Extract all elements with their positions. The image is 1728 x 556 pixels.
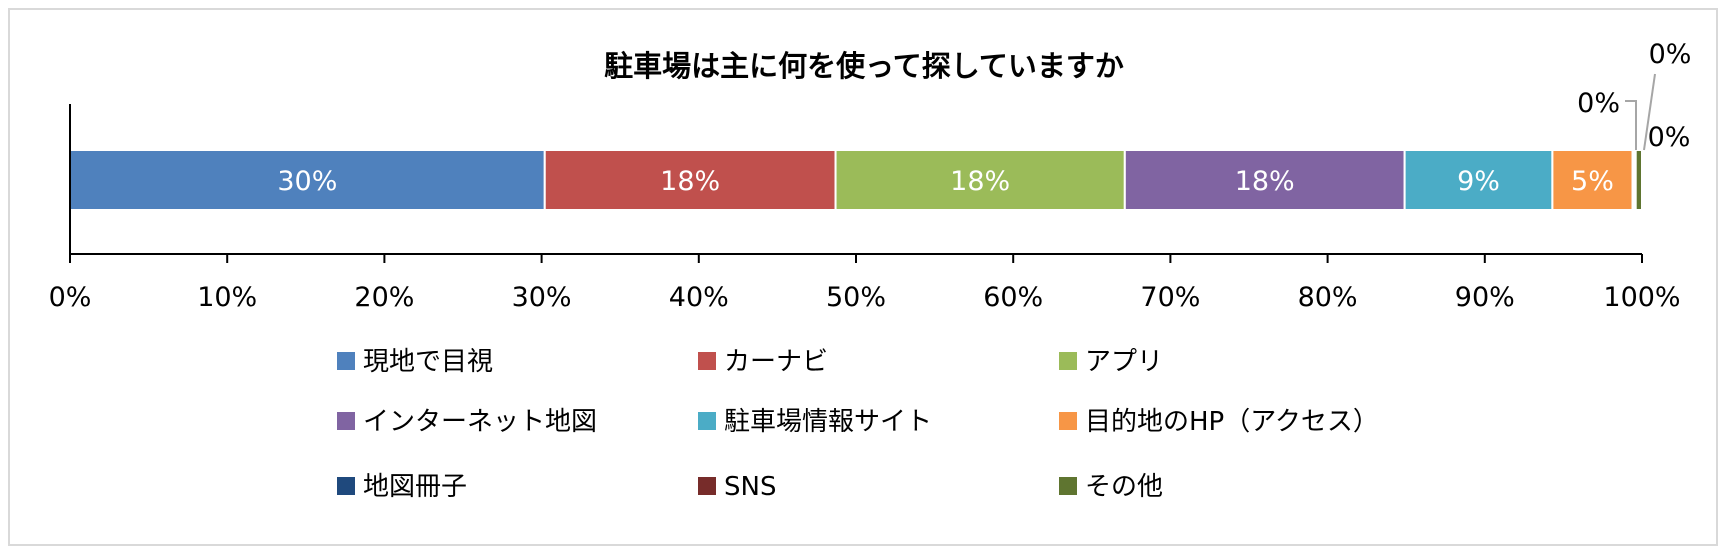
callout-leader-line — [1643, 73, 1656, 151]
legend-label: アプリ — [1085, 347, 1163, 377]
bar-segment-2 — [543, 149, 837, 211]
axes — [69, 104, 1643, 263]
legend-swatch — [1059, 352, 1077, 370]
bar-segment-6 — [1551, 149, 1634, 211]
legend-swatch — [337, 412, 355, 430]
small-value-callouts: 0% 0% 0% — [1577, 39, 1691, 153]
callout-leader-line — [1625, 100, 1637, 150]
legend-label: その他 — [1085, 472, 1163, 502]
legend-swatch — [698, 412, 716, 430]
data-label-5: 9% — [1457, 166, 1500, 197]
x-tick-label: 90% — [1455, 282, 1515, 313]
legend-swatch — [1059, 412, 1077, 430]
data-label-2: 18% — [660, 166, 720, 197]
bar-segment-5 — [1403, 149, 1554, 211]
bar-segment-4 — [1123, 149, 1406, 211]
bar-segment-1 — [69, 149, 546, 211]
legend-item-9: その他 — [1059, 472, 1163, 502]
x-tick-label: 30% — [512, 282, 572, 313]
x-tick-label: 70% — [1140, 282, 1200, 313]
legend-label: 地図冊子 — [363, 472, 467, 502]
x-tick-label: 0% — [49, 282, 92, 313]
legend-item-7: 地図冊子 — [337, 472, 467, 502]
legend-label: SNS — [724, 472, 776, 502]
data-label-6: 5% — [1571, 166, 1614, 197]
data-label-4: 18% — [1235, 166, 1295, 197]
x-tick-label: 10% — [197, 282, 257, 313]
legend-item-5: 駐車場情報サイト — [698, 407, 932, 437]
x-tick-labels: 0% 10% 20% 30% 40% 50% 60% 70% 80% 90% 100% — [49, 282, 1681, 313]
callout-label-3: 0% — [1648, 122, 1691, 153]
legend-item-1: 現地で目視 — [337, 347, 493, 377]
legend-swatch — [1059, 477, 1077, 495]
bar-segment-9 — [1634, 149, 1644, 211]
x-tick-label: 60% — [983, 282, 1043, 313]
legend-label: 駐車場情報サイト — [724, 407, 932, 437]
x-tick-label: 40% — [669, 282, 729, 313]
legend-label: カーナビ — [724, 347, 828, 377]
legend-swatch — [698, 477, 716, 495]
x-tick-label: 50% — [826, 282, 886, 313]
legend-item-4: インターネット地図 — [337, 407, 597, 437]
legend-label: 現地で目視 — [363, 347, 493, 377]
legend-swatch — [337, 477, 355, 495]
legend-label: 目的地のHP（アクセス） — [1085, 407, 1379, 437]
legend-item-8: SNS — [698, 472, 776, 502]
legend-swatch — [337, 352, 355, 370]
data-label-3: 18% — [950, 166, 1010, 197]
chart-title: 駐車場は主に何を使って探していますか — [604, 49, 1124, 83]
x-tick-label: 100% — [1603, 282, 1680, 313]
legend-item-6: 目的地のHP（アクセス） — [1059, 407, 1379, 437]
legend-item-2: カーナビ — [698, 347, 828, 377]
x-tick-label: 80% — [1298, 282, 1358, 313]
legend-swatch — [698, 352, 716, 370]
legend-item-3: アプリ — [1059, 347, 1163, 377]
legend-label: インターネット地図 — [363, 407, 597, 437]
data-label-1: 30% — [277, 166, 337, 197]
bar-segments: 30% 18% 18% 18% 9% 5% — [69, 149, 1644, 211]
callout-label-1: 0% — [1577, 88, 1620, 119]
callout-label-2: 0% — [1649, 39, 1692, 70]
x-tick-label: 20% — [354, 282, 414, 313]
chart-frame — [8, 8, 1718, 546]
